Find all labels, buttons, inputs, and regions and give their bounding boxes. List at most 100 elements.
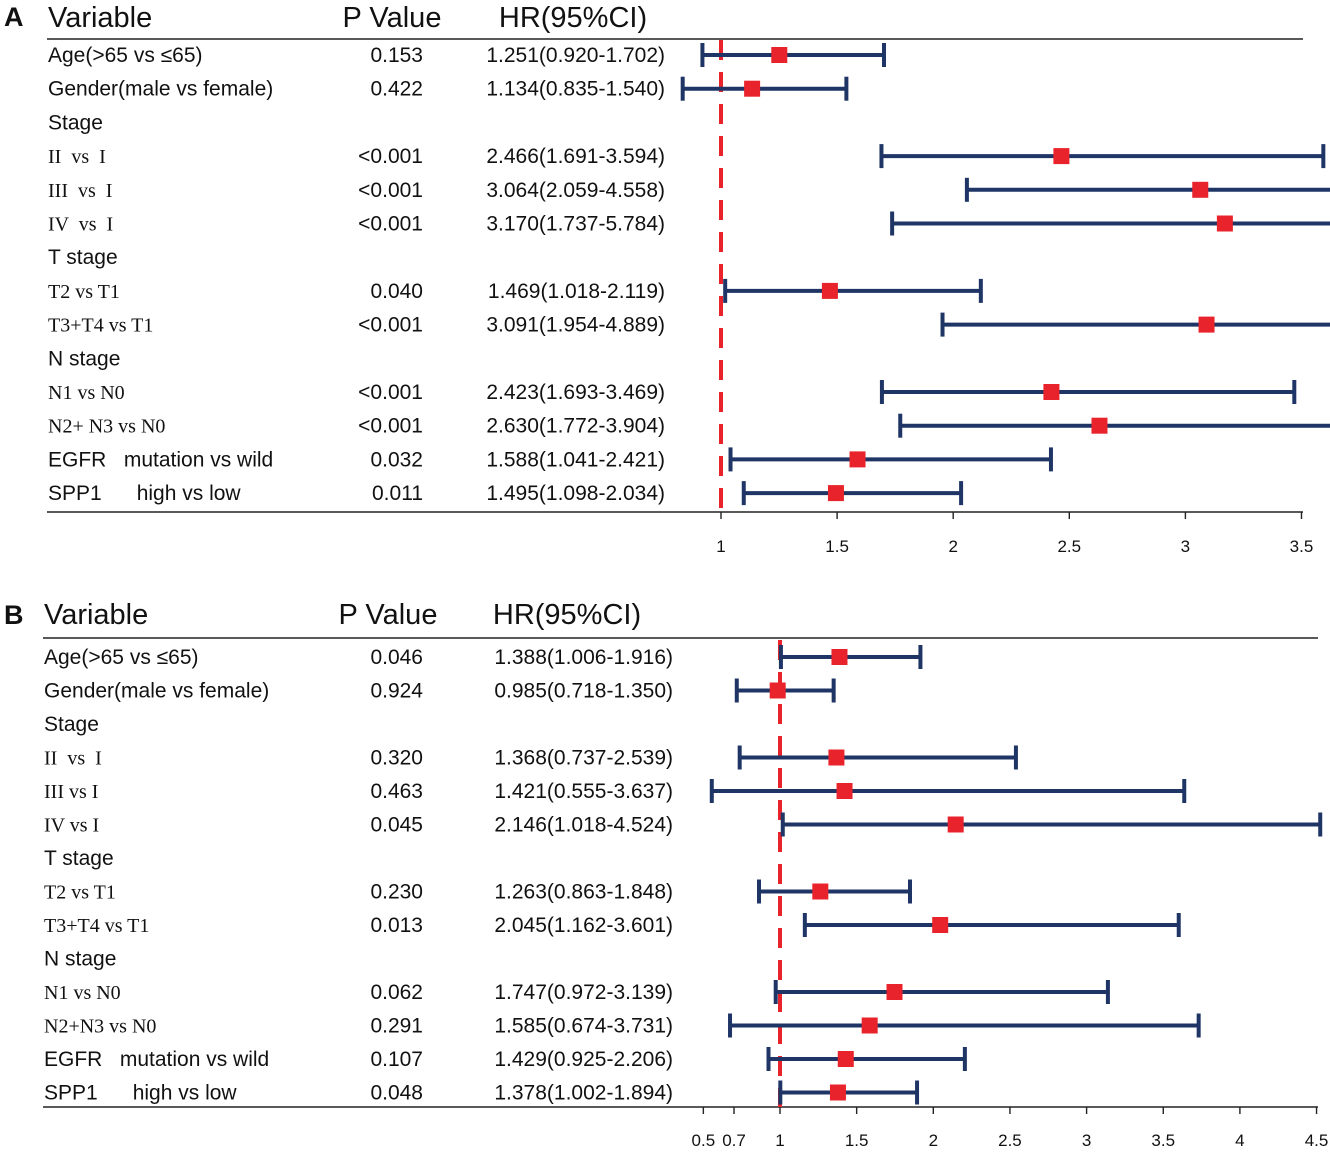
panel-b-hr-point — [932, 917, 949, 933]
panel-a-header-variable: Variable — [48, 2, 152, 34]
panel-a-row-label: Stage — [48, 111, 103, 134]
panel-b-hr-point — [837, 1051, 854, 1067]
panel-a-row-p-value: <0.001 — [358, 381, 423, 404]
panel-b-hr-point — [831, 649, 848, 665]
panel-a-row-label: II vs I — [48, 146, 106, 168]
panel-b-hr-point — [769, 682, 786, 699]
panel-b-row-hr-ci: 1.421(0.555-3.637) — [494, 780, 673, 803]
panel-b-x-tick-label: 2.5 — [998, 1131, 1022, 1150]
panel-b-row-p-value: 0.013 — [370, 914, 423, 937]
panel-a-row-label: IV vs I — [48, 214, 113, 236]
panel-a-row-label: N stage — [48, 347, 120, 370]
panel-a-hr-point — [1043, 384, 1060, 400]
panel-b-row-label: IV vs I — [44, 815, 99, 837]
panel-a-x-tick-label: 3 — [1181, 537, 1190, 556]
panel-a-row-p-value: 0.422 — [370, 78, 423, 101]
panel-b-row-p-value: 0.463 — [370, 780, 423, 803]
panel-b-row-label: T2 vs T1 — [44, 882, 116, 904]
panel-a-row-hr-ci: 3.064(2.059-4.558) — [486, 179, 665, 202]
panel-b-row-hr-ci: 1.429(0.925-2.206) — [494, 1048, 673, 1071]
panel-a-row-p-value: <0.001 — [358, 145, 423, 168]
panel-a-x-tick-label: 3.5 — [1290, 537, 1314, 556]
panel-a-hr-point — [849, 451, 866, 468]
panel-a-hr-point — [1198, 316, 1215, 333]
panel-b-row-label: EGFR mutation vs wild — [44, 1048, 269, 1071]
panel-b-row-label: Stage — [44, 713, 99, 736]
panel-a-row-p-value: 0.032 — [370, 448, 423, 471]
panel-a-row-hr-ci: 2.466(1.691-3.594) — [486, 145, 665, 168]
panel-a-row-hr-ci: 1.251(0.920-1.702) — [486, 44, 665, 67]
panel-b-row-p-value: 0.046 — [370, 646, 423, 669]
panel-b-row-label: III vs I — [44, 781, 98, 803]
panel-a-row-label: SPP1 high vs low — [48, 482, 241, 505]
panel-b-x-tick-label: 0.7 — [722, 1131, 746, 1150]
panel-b-x-tick-label: 4 — [1235, 1131, 1244, 1150]
panel-b-row-p-value: 0.062 — [370, 981, 423, 1004]
panel-a-row-label: T3+T4 vs T1 — [48, 315, 153, 337]
panel-b-row-p-value: 0.924 — [370, 680, 423, 703]
panel-a-header-hr: HR(95%CI) — [499, 2, 647, 34]
panel-a-hr-point — [827, 485, 844, 502]
panel-a-x-tick-label: 2.5 — [1057, 537, 1081, 556]
panel-b-row-hr-ci: 0.985(0.718-1.350) — [494, 680, 673, 703]
panel-a-row-hr-ci: 1.495(1.098-2.034) — [486, 482, 665, 505]
panel-a-row-p-value: <0.001 — [358, 179, 423, 202]
panel-b-x-tick-label: 4.5 — [1305, 1131, 1329, 1150]
panel-b-row-label: N stage — [44, 948, 116, 971]
panel-b-row-p-value: 0.107 — [370, 1048, 423, 1071]
panel-a-hr-point — [1216, 215, 1233, 232]
panel-b-row-hr-ci: 2.146(1.018-4.524) — [494, 814, 673, 837]
panel-b-row-hr-ci: 1.368(0.737-2.539) — [494, 747, 673, 770]
panel-a-row-label: N2+ N3 vs N0 — [48, 416, 165, 438]
panel-b-row-label: SPP1 high vs low — [44, 1082, 237, 1105]
panel-b-row-label: T3+T4 vs T1 — [44, 915, 149, 937]
panel-a-hr-point — [1053, 148, 1070, 165]
panel-a-hr-point — [744, 80, 761, 97]
panel-a-x-tick-label: 2 — [948, 537, 957, 556]
panel-a-row-hr-ci: 2.630(1.772-3.904) — [486, 415, 665, 438]
panel-b-row-label: Age(>65 vs ≤65) — [44, 646, 199, 669]
panel-a-row-p-value: 0.011 — [372, 482, 423, 505]
panel-a-row-label: Age(>65 vs ≤65) — [48, 44, 203, 67]
panel-b-row-hr-ci: 1.263(0.863-1.848) — [494, 881, 673, 904]
panel-b-row-p-value: 0.230 — [370, 881, 423, 904]
panel-b-x-tick-label: 1.5 — [845, 1131, 869, 1150]
panel-b-row-hr-ci: 1.378(1.002-1.894) — [494, 1082, 673, 1105]
panel-b-x-tick-label: 0.5 — [692, 1131, 716, 1150]
panel-a-row-label: EGFR mutation vs wild — [48, 448, 273, 471]
panel-b-row-label: II vs I — [44, 748, 102, 770]
panel-b-hr-point — [886, 984, 903, 1000]
panel-b-x-tick-label: 3.5 — [1151, 1131, 1175, 1150]
panel-b-row-p-value: 0.291 — [370, 1015, 423, 1038]
panel-a-x-tick-label: 1.5 — [825, 537, 849, 556]
panel-b-hr-point — [812, 883, 829, 900]
panel-a-hr-point — [1091, 417, 1108, 434]
panel-b-row-p-value: 0.045 — [370, 814, 423, 837]
panel-a-row-hr-ci: 2.423(1.693-3.469) — [486, 381, 665, 404]
panel-b-hr-point — [836, 783, 853, 799]
panel-b-hr-point — [828, 749, 845, 766]
panel-a-row-label: T2 vs T1 — [48, 281, 120, 303]
panel-b-header-variable: Variable — [44, 599, 148, 631]
panel-b-header-p-value: P Value — [339, 599, 438, 631]
panel-a-row-hr-ci: 3.170(1.737-5.784) — [486, 213, 665, 236]
panel-b-hr-point — [861, 1017, 878, 1034]
panel-b-header-hr: HR(95%CI) — [493, 599, 641, 631]
panel-b-row-hr-ci: 1.747(0.972-3.139) — [494, 981, 673, 1004]
panel-a-row-label: T stage — [48, 246, 118, 269]
panel-b-hr-point — [829, 1084, 846, 1101]
panel-a-row-p-value: <0.001 — [358, 213, 423, 236]
panel-b-row-hr-ci: 1.585(0.674-3.731) — [494, 1015, 673, 1038]
panel-a-row-p-value: 0.153 — [370, 44, 423, 67]
panel-b-row-hr-ci: 1.388(1.006-1.916) — [494, 646, 673, 669]
panel-a-row-label: Gender(male vs female) — [48, 78, 273, 101]
panel-a-row-hr-ci: 1.588(1.041-2.421) — [486, 448, 665, 471]
panel-a-row-p-value: <0.001 — [358, 314, 423, 337]
panel-a-hr-point — [1192, 181, 1209, 198]
panel-a-row-p-value: 0.040 — [370, 280, 423, 303]
panel-a-header-p-value: P Value — [343, 2, 442, 34]
panel-b-row-label: N1 vs N0 — [44, 982, 121, 1004]
panel-a-row-p-value: <0.001 — [358, 415, 423, 438]
